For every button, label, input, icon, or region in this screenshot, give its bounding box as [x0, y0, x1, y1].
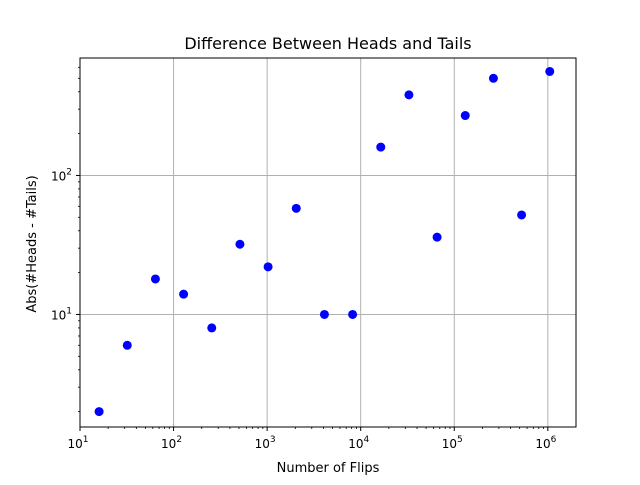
x-tick-label: 105: [442, 435, 463, 451]
x-axis-label: Number of Flips: [277, 461, 380, 476]
data-point: [376, 142, 386, 152]
data-point: [432, 232, 442, 242]
x-tick-label: 104: [348, 435, 369, 451]
y-tick-label: 102: [51, 167, 72, 183]
data-point: [319, 309, 329, 319]
y-axis-label: Abs(#Heads - #Tails): [25, 175, 40, 312]
data-points: [94, 66, 555, 417]
major-ticks: [76, 174, 549, 431]
data-point: [263, 262, 273, 272]
data-point: [179, 289, 189, 299]
data-point: [94, 407, 104, 417]
data-point: [517, 210, 527, 220]
data-point: [404, 90, 414, 100]
x-tick-label: 101: [67, 435, 88, 451]
data-point: [235, 239, 245, 249]
data-point: [545, 66, 555, 76]
data-point: [460, 111, 470, 121]
tick-labels: 101 102 103 104 105 106 101 102: [51, 167, 557, 451]
x-tick-label: 103: [255, 435, 276, 451]
data-point: [291, 203, 301, 213]
data-point: [207, 323, 217, 333]
x-tick-label: 106: [535, 435, 556, 451]
data-point: [348, 309, 358, 319]
plot-frame: [79, 57, 577, 428]
y-tick-label: 101: [51, 306, 72, 322]
data-point: [150, 274, 160, 284]
chart-title: Difference Between Heads and Tails: [184, 34, 471, 53]
x-tick-label: 102: [161, 435, 182, 451]
data-point: [488, 73, 498, 83]
data-point: [122, 340, 132, 350]
